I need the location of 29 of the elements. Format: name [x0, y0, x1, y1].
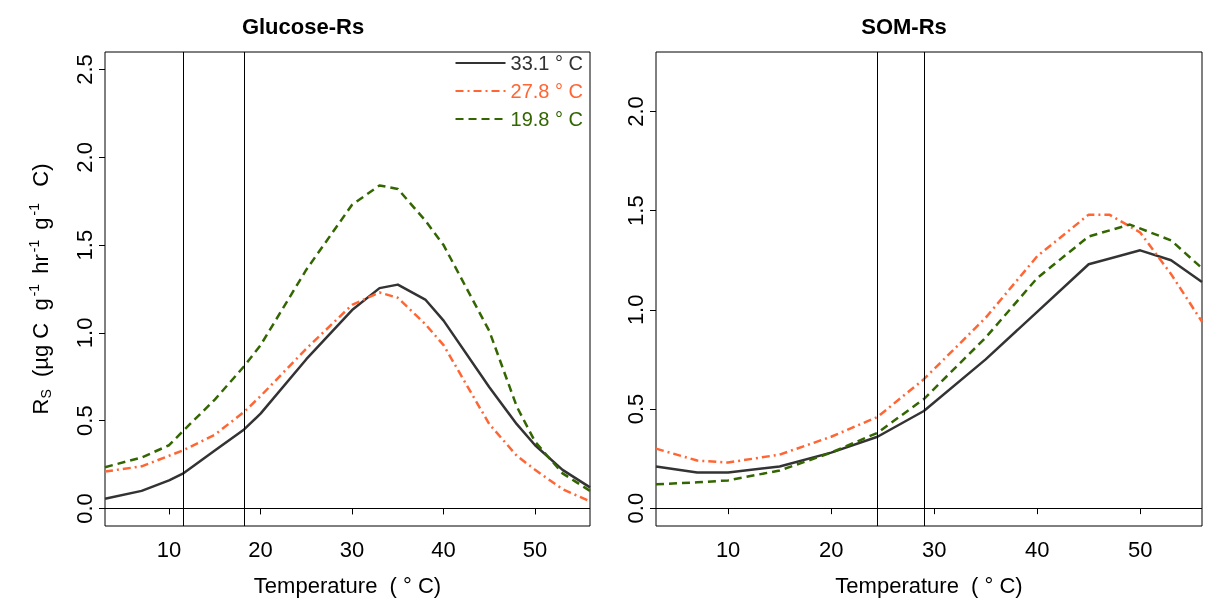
- y-tick-label: 2.5: [71, 54, 97, 85]
- text: RS (µg C g-1 hr-1 g-1 C): [26, 163, 54, 415]
- x-tick-label: 40: [1024, 536, 1050, 562]
- x-tick-label: 20: [818, 536, 844, 562]
- legend-label: 27.8 ° C: [510, 80, 583, 102]
- legend-label: 19.8 ° C: [510, 108, 583, 130]
- x-tick-label: 30: [921, 536, 947, 562]
- y-tick-label: 0.5: [71, 405, 97, 436]
- x-tick-label: 40: [431, 536, 456, 562]
- y-tick-label: 0.0: [622, 492, 648, 524]
- y-tick-label: 1.0: [71, 317, 97, 349]
- x-tick-label: 10: [156, 536, 182, 562]
- x-tick-label: 50: [522, 536, 548, 562]
- y-tick-label: 0.0: [71, 493, 97, 524]
- legend-label: 33.1 ° C: [510, 52, 583, 74]
- y-tick-label: 2.0: [71, 142, 97, 173]
- x-tick-label: 50: [1127, 536, 1153, 562]
- x-axis-title: Temperature ( ° C): [835, 572, 1023, 598]
- y-tick-label: 1.5: [71, 229, 97, 261]
- chart-title: Glucose-Rs: [241, 13, 365, 39]
- y-tick-label: 0.5: [622, 393, 648, 425]
- y-tick-label: 1.0: [622, 294, 648, 326]
- x-tick-label: 10: [715, 536, 741, 562]
- y-tick-label: 1.5: [622, 195, 648, 226]
- chart-title: SOM-Rs: [861, 13, 947, 39]
- y-tick-label: 2.0: [622, 96, 648, 127]
- x-tick-label: 30: [339, 536, 365, 562]
- x-tick-label: 20: [248, 536, 273, 562]
- x-axis-title: Temperature ( ° C): [253, 572, 442, 598]
